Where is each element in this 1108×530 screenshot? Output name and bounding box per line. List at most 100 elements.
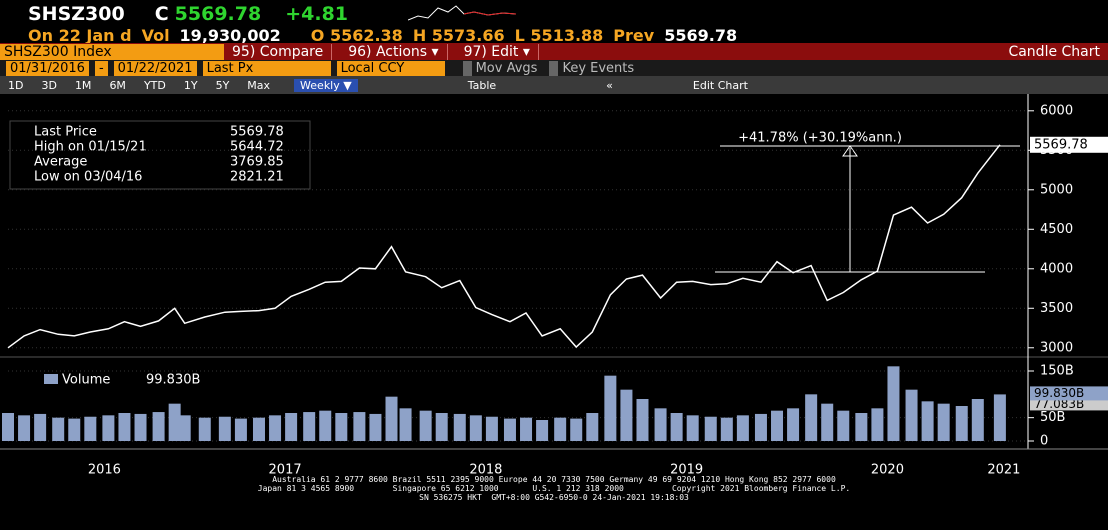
menu-item[interactable]: 95) Compare — [232, 43, 333, 60]
volume-bar — [905, 389, 918, 441]
currency[interactable]: Local CCY — [336, 60, 445, 76]
y-tick-label: 3000 — [1040, 340, 1073, 355]
period-button[interactable]: 5Y — [215, 78, 230, 92]
volume-bar — [198, 417, 211, 441]
last-label-box — [1030, 136, 1108, 153]
volume-bar — [453, 413, 466, 441]
avg-label-box — [1030, 397, 1108, 411]
close: 5569.78 — [174, 3, 262, 25]
volume-bar — [805, 394, 818, 441]
volume-bar — [771, 410, 784, 441]
period-bar: 1D 3D 1M 6M YTD 1Y 5Y Max Weekly ▼ Table « Edit… — [0, 76, 1108, 94]
y-tick-label: 50B — [1040, 410, 1065, 425]
volume-bar — [369, 413, 382, 441]
period-button[interactable]: 6M — [109, 78, 126, 92]
volume-bar — [303, 412, 316, 441]
x-tick-label: 2016 — [88, 463, 121, 475]
prev-label: Prev — [613, 26, 655, 45]
legend-label: Average — [34, 155, 87, 170]
chart-type[interactable]: Candle Chart — [1008, 43, 1100, 60]
period-button[interactable]: 1D — [8, 78, 24, 92]
volume-swatch — [44, 374, 58, 384]
volume-bar — [485, 416, 498, 441]
volume-bar — [955, 406, 968, 441]
y-tick-label: 6000 — [1040, 103, 1073, 118]
volume-bar — [52, 417, 65, 441]
start-date[interactable]: 01/31/2016 — [6, 60, 89, 76]
security[interactable]: SHSZ300 Index — [0, 43, 224, 60]
volume-bar — [993, 394, 1006, 441]
date: On 22 Jan d — [28, 26, 132, 45]
prev: 5569.78 — [664, 26, 738, 45]
close-prefix: C — [154, 3, 169, 25]
period-button[interactable]: 3D — [41, 78, 57, 92]
volume-bar — [385, 396, 398, 441]
volume-bar — [335, 413, 348, 441]
sparkline — [408, 5, 517, 21]
table[interactable]: Table — [467, 78, 497, 92]
menu-item[interactable]: 96) Actions ▾ — [348, 43, 448, 60]
volume-bar — [536, 420, 549, 441]
footer: Australia 61 2 9777 8600 Brazil 5511 239… — [0, 475, 1108, 502]
y-tick-label: 5000 — [1040, 182, 1073, 197]
period-button[interactable]: 1Y — [183, 78, 198, 92]
volume-bar — [620, 389, 633, 441]
volume-bar — [34, 413, 47, 441]
volume-bar — [821, 403, 834, 441]
volume-bar — [670, 413, 683, 441]
period-button[interactable]: 1M — [74, 78, 92, 92]
volume-bar — [971, 399, 984, 441]
option[interactable]: Key Events — [549, 60, 634, 76]
volume-bar — [118, 413, 131, 441]
volume-bar — [586, 413, 599, 441]
collapse[interactable]: « — [606, 78, 613, 92]
volume-bar — [178, 415, 191, 441]
frequency[interactable]: Weekly ▼ — [294, 78, 358, 92]
period-button[interactable]: YTD — [143, 78, 166, 92]
volume-bar — [218, 416, 231, 441]
volume-bar — [2, 413, 14, 441]
legend-box — [9, 120, 311, 190]
footer-line: SN 536275 HKT GMT+8:00 G542-6950-0 24-Ja… — [419, 493, 689, 502]
volume-bar — [319, 410, 332, 441]
volume-bar — [887, 366, 900, 441]
ticker-bar: SHSZ300 C 5569.78 +4.81 — [0, 0, 1108, 28]
edit-chart[interactable]: Edit Chart — [692, 78, 748, 92]
volume-bar — [654, 408, 667, 441]
volume-bar — [285, 413, 298, 441]
last-label: 99.830B — [1034, 386, 1084, 400]
volume-bar — [503, 418, 516, 441]
volume-bar — [469, 415, 482, 441]
volume-bar — [353, 412, 366, 441]
option[interactable]: Mov Avgs — [462, 60, 537, 76]
volume-bar — [399, 408, 412, 441]
y-tick-label: 150B — [1040, 364, 1074, 379]
x-tick-label: 2018 — [469, 463, 502, 475]
end-date[interactable]: 01/22/2021 — [113, 60, 197, 76]
last-label-box — [1030, 386, 1108, 401]
volume-title: Volume — [62, 373, 110, 388]
volume-legend — [10, 370, 220, 388]
x-tick-label: 2017 — [269, 463, 302, 475]
x-tick-label: 2019 — [670, 463, 703, 475]
vol-label: Vol — [141, 26, 170, 45]
volume-bar — [252, 417, 265, 441]
vol: 19,930,002 — [179, 26, 281, 45]
legend-value: 5569.78 — [230, 125, 284, 140]
volume-bar — [520, 417, 533, 441]
y-tick-label: 3500 — [1040, 301, 1073, 316]
legend-value: 5644.72 — [230, 140, 284, 155]
low: L 5513.88 — [514, 26, 604, 45]
price-line — [7, 144, 1001, 349]
period-button[interactable]: Max — [247, 78, 271, 92]
volume-bar — [554, 417, 567, 441]
menu-item[interactable]: 97) Edit ▾ — [464, 43, 539, 60]
annotation: +41.78% (+30.19%ann.) — [738, 131, 902, 146]
volume-value: 99.830B — [146, 373, 200, 388]
volume-bar — [871, 408, 884, 441]
volume-bar — [704, 416, 717, 441]
volume-bar — [168, 403, 181, 441]
y-tick-label: 4500 — [1040, 222, 1073, 237]
field[interactable]: Last Px — [202, 60, 331, 76]
